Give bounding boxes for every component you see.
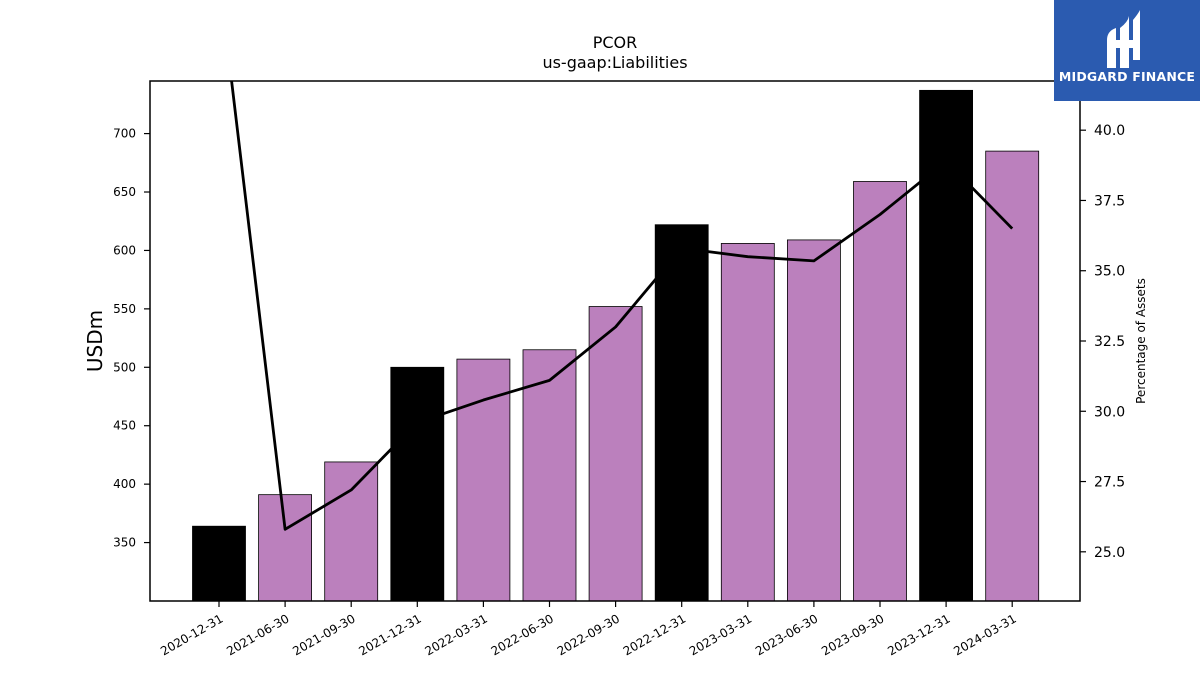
x-tick-label: 2023-09-30	[819, 611, 886, 658]
y-tick-label: 600	[113, 243, 136, 257]
bar	[390, 366, 445, 602]
x-tick-label: 2023-12-31	[885, 611, 952, 658]
x-tick-label: 2022-03-31	[422, 611, 489, 658]
x-tick-label: 2022-06-30	[489, 611, 556, 658]
bar	[853, 181, 907, 602]
x-tick-label: 2021-06-30	[224, 611, 291, 658]
y2-tick-label: 37.5	[1094, 193, 1125, 209]
logo-text: MIDGARD FINANCE	[1058, 69, 1196, 84]
y2-tick-label: 40.0	[1094, 123, 1125, 139]
bar	[919, 89, 973, 602]
midgard-logo-icon	[1107, 10, 1140, 68]
x-tick-label: 2024-03-31	[951, 611, 1018, 658]
percentage-line	[230, 81, 1014, 531]
y2-tick-label: 35.0	[1094, 264, 1125, 280]
y-tick-label: 400	[113, 477, 136, 491]
x-tick-label: 2021-09-30	[290, 611, 357, 658]
y2-tick-label: 27.5	[1094, 475, 1125, 491]
x-tick-label: 2020-12-31	[158, 611, 225, 658]
x-tick-label: 2023-06-30	[753, 611, 820, 658]
chart-title: PCOR	[593, 33, 638, 52]
chart-subtitle: us-gaap:Liabilities	[542, 53, 687, 72]
y-tick-label: 350	[113, 536, 136, 550]
x-tick-label: 2021-12-31	[356, 611, 423, 658]
x-tick-label: 2022-12-31	[621, 611, 688, 658]
bar	[720, 243, 775, 602]
bar	[787, 239, 841, 602]
bar	[192, 525, 246, 602]
bar	[258, 494, 313, 602]
y-tick-label: 550	[113, 302, 136, 316]
y-axis-label: USDm	[83, 310, 107, 372]
y2-tick-label: 32.5	[1094, 334, 1125, 350]
bar	[588, 306, 643, 602]
midgard-finance-logo: MIDGARD FINANCE	[1054, 0, 1200, 101]
x-tick-label: 2023-03-31	[687, 611, 754, 658]
bar	[654, 224, 709, 602]
bar	[985, 150, 1040, 602]
y2-tick-label: 30.0	[1094, 404, 1125, 420]
bar	[324, 461, 379, 602]
y-tick-label: 700	[113, 127, 136, 141]
y2-axis-label: Percentage of Assets	[1134, 278, 1148, 404]
y-tick-label: 650	[113, 185, 136, 199]
y2-tick-label: 25.0	[1094, 545, 1125, 561]
y-tick-label: 500	[113, 360, 136, 374]
x-tick-label: 2022-09-30	[555, 611, 622, 658]
y-tick-label: 450	[113, 419, 136, 433]
bar	[522, 349, 577, 602]
